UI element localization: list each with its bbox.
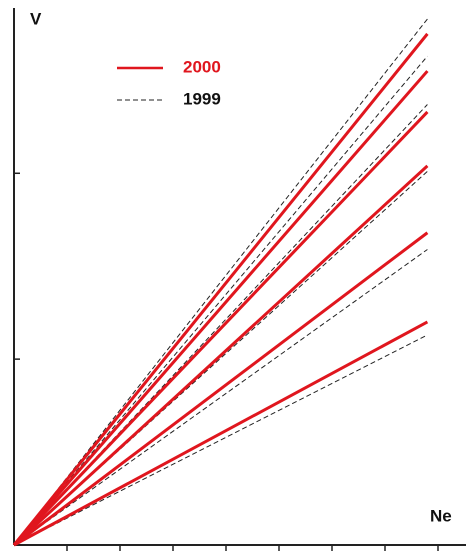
series-line (13, 55, 428, 546)
series-line (12, 110, 429, 547)
series-line (13, 249, 428, 546)
x-axis-label: Ne (430, 506, 452, 525)
legend-label: 1999 (183, 89, 221, 108)
series-line (12, 164, 429, 547)
series-line (12, 32, 429, 546)
series-line (13, 231, 429, 547)
series-line (12, 70, 429, 546)
legend-label: 2000 (183, 57, 221, 76)
series-line (13, 334, 428, 546)
series-line (13, 320, 429, 547)
y-axis-label: V (30, 9, 42, 28)
